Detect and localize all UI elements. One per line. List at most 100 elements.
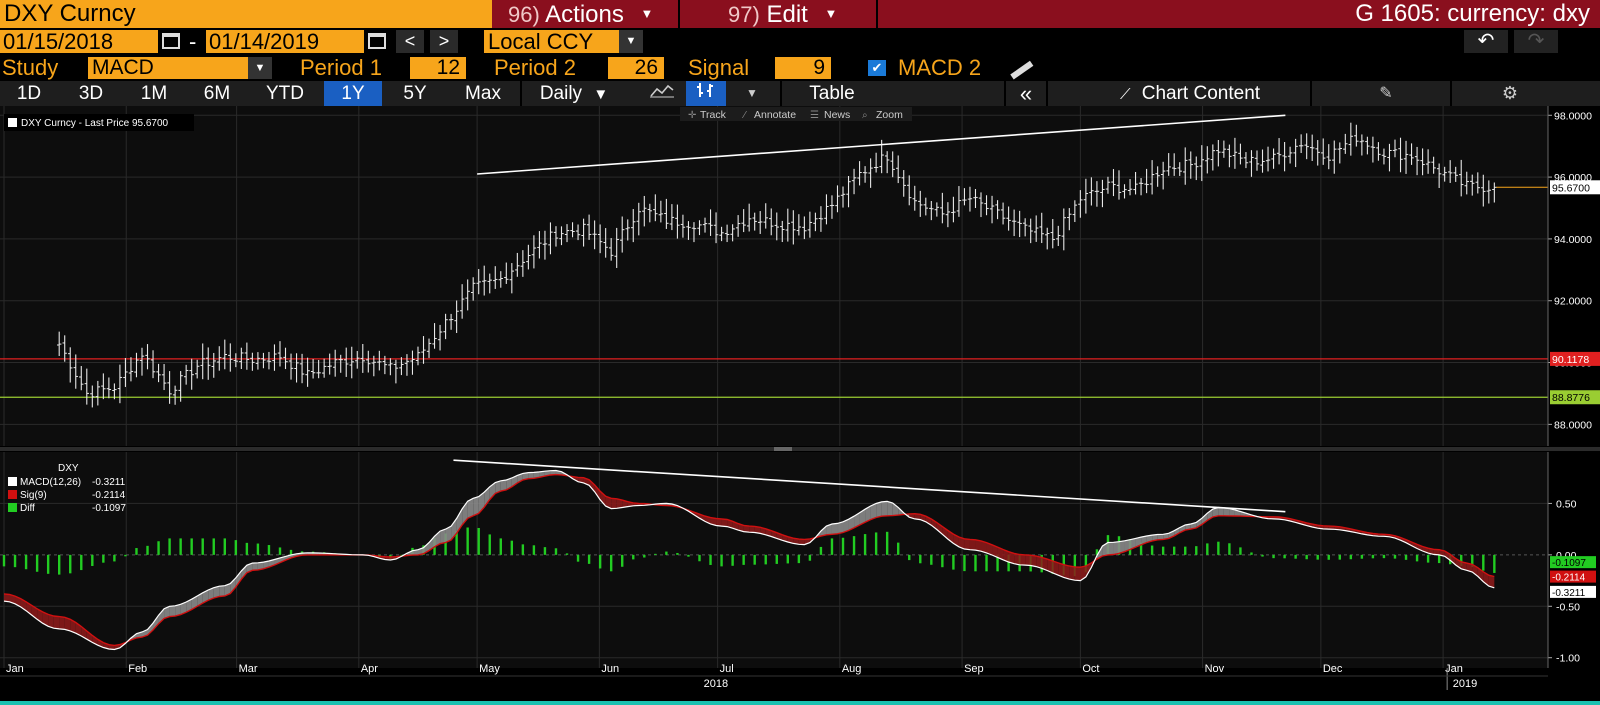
ohlc-bar: [1403, 140, 1409, 174]
ohlc-bar: [526, 244, 531, 270]
ohlc-bar: [217, 346, 222, 371]
macd-fill: [235, 570, 242, 588]
table-button[interactable]: Table: [809, 83, 855, 104]
currency-select[interactable]: Local CCY: [484, 30, 629, 53]
period1-field[interactable]: 12: [410, 57, 466, 79]
tool-track[interactable]: Track: [700, 109, 727, 121]
ohlc-bar: [382, 355, 388, 375]
ohlc-bar: [1144, 168, 1149, 194]
diff-bar: [91, 554, 94, 566]
ohlc-bar: [448, 313, 454, 330]
range-5y[interactable]: 5Y: [403, 83, 427, 104]
frequency-select[interactable]: Daily ▼: [522, 81, 626, 106]
ticker-field[interactable]: DXY Curncy: [0, 0, 492, 28]
chevron-down-icon[interactable]: ▼: [746, 86, 758, 100]
chevron-down-icon[interactable]: ▼: [248, 57, 272, 79]
ohlc-bar: [316, 359, 321, 379]
ohlc-bar: [288, 353, 294, 380]
ohlc-bar: [548, 222, 553, 255]
start-date-field[interactable]: 01/15/2018: [0, 30, 158, 53]
ohlc-bar: [145, 344, 150, 370]
macd-fill: [1450, 554, 1456, 565]
undo-icon[interactable]: ↶: [1464, 30, 1508, 53]
chart-content-button[interactable]: ⟋ Chart Content: [1090, 81, 1290, 106]
diff-bar: [1184, 546, 1187, 555]
actions-menu[interactable]: 96) Actions ▼: [494, 0, 678, 28]
chevron-down-icon: ▼: [593, 86, 609, 103]
macd2-checkbox[interactable]: ✔: [868, 60, 886, 76]
tool-annotate[interactable]: Annotate: [754, 109, 796, 121]
ohlc-bar: [194, 359, 200, 379]
macd-swatch: [8, 477, 17, 486]
diff-legend-name: Diff: [20, 503, 35, 514]
ohlc-bar: [128, 357, 134, 382]
edit-menu[interactable]: 97) Edit ▼: [714, 0, 874, 28]
calendar-icon[interactable]: [368, 33, 386, 49]
range-1y[interactable]: 1Y: [324, 81, 382, 106]
ohlc-bar: [1149, 160, 1155, 195]
edit-label: Edit: [766, 1, 808, 28]
signal-field[interactable]: 9: [775, 57, 831, 79]
ohlc-bar: [261, 352, 266, 369]
price-y-tick-label: 88.0000: [1554, 419, 1592, 431]
diff-bar: [1382, 554, 1386, 559]
chart-area[interactable]: Jan Feb Mar Apr May Jun Jul Aug Sep Oct Nov Dec Jan 2…: [0, 106, 1600, 705]
ohlc-bar: [851, 168, 857, 195]
end-date-field[interactable]: 01/14/2019: [206, 30, 364, 53]
panel-separator: [0, 447, 1600, 451]
diff-bar: [157, 541, 160, 555]
diff-bar: [80, 554, 83, 571]
diff-bar: [521, 544, 525, 555]
ohlc-bar: [1447, 160, 1453, 183]
ohlc-bar: [989, 195, 995, 224]
macd-fill: [1400, 537, 1407, 543]
macd-fill: [1058, 562, 1064, 578]
tool-news[interactable]: News: [824, 109, 850, 121]
gear-icon[interactable]: ⚙: [1501, 83, 1519, 103]
pencil-icon[interactable]: [1010, 60, 1034, 80]
diff-bar: [632, 554, 635, 560]
macd-legend-name: MACD(12,26): [20, 477, 81, 488]
ohlc-bar: [719, 226, 724, 242]
diff-bar: [1095, 549, 1099, 555]
x-tick-label: May: [479, 663, 500, 675]
edit-chart-icon[interactable]: ✎: [1379, 85, 1393, 102]
diff-bar: [1437, 554, 1441, 564]
line-chart-icon[interactable]: [642, 81, 682, 106]
range-ytd[interactable]: YTD: [266, 83, 304, 104]
ohlc-bar: [1166, 153, 1171, 176]
macd-line: [3, 469, 1495, 651]
collapse-icon[interactable]: «: [1019, 81, 1033, 106]
ohlc-bar: [388, 358, 393, 376]
range-3d[interactable]: 3D: [78, 83, 104, 104]
ohlc-bar: [150, 350, 156, 379]
date-bar: 01/15/2018 - 01/14/2019 < > Local CCY ▼ …: [0, 29, 1600, 54]
ohlc-bar: [338, 354, 343, 373]
range-6m[interactable]: 6M: [203, 83, 231, 104]
ohlc-bar: [940, 192, 945, 224]
range-max[interactable]: Max: [465, 83, 501, 104]
ohlc-bar: [1221, 140, 1227, 158]
range-1m[interactable]: 1M: [140, 83, 168, 104]
macd-fill: [1107, 542, 1114, 555]
diff-bar: [841, 537, 845, 555]
zoom-icon: ⌕: [862, 110, 868, 121]
macd-fill: [1466, 563, 1473, 572]
next-period-button[interactable]: >: [430, 30, 458, 53]
ohlc-bar: [437, 324, 443, 351]
calendar-icon[interactable]: [162, 33, 180, 49]
bar-chart-icon[interactable]: [686, 81, 726, 106]
ohlc-bar: [1122, 184, 1127, 199]
tool-zoom[interactable]: Zoom: [876, 109, 903, 121]
range-1d[interactable]: 1D: [16, 83, 42, 104]
chart-svg[interactable]: Jan Feb Mar Apr May Jun Jul Aug Sep Oct Nov Dec Jan 2…: [0, 106, 1600, 705]
redo-icon[interactable]: ↷: [1514, 30, 1558, 53]
prev-period-button[interactable]: <: [396, 30, 424, 53]
chevron-down-icon[interactable]: ▼: [619, 30, 643, 53]
macd-panel: [0, 452, 1548, 668]
period2-field[interactable]: 26: [608, 57, 664, 79]
ohlc-bar: [255, 352, 261, 370]
ohlc-bar: [785, 208, 791, 242]
hline-label: 90.1178: [1552, 354, 1589, 366]
study-select[interactable]: MACD: [88, 57, 248, 79]
